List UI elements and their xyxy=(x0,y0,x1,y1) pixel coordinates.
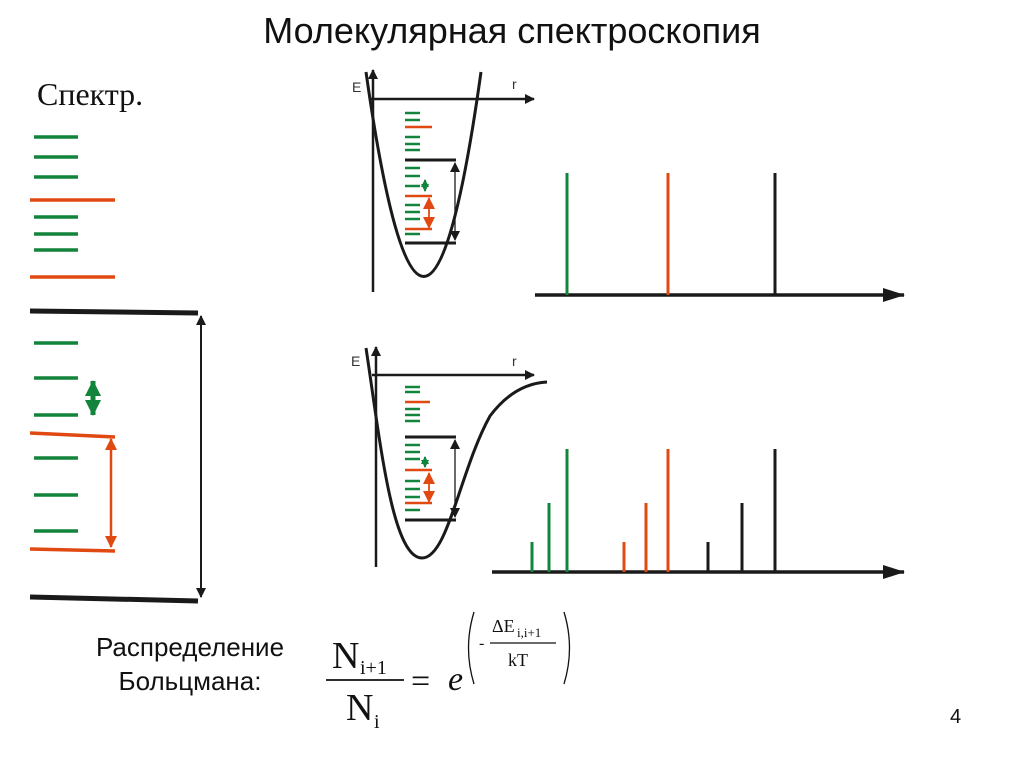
harmonic-potential-diagram: E r xyxy=(352,69,535,292)
vibrational-levels-lower xyxy=(29,431,116,553)
boltzmann-label: Распределение Больцмана: xyxy=(70,630,310,698)
exponent-minus: - xyxy=(479,635,484,652)
anharmonic-spectrum xyxy=(492,449,905,579)
axis-label-r: r xyxy=(512,76,517,92)
anharmonic-potential-diagram: E r xyxy=(351,346,548,567)
energy-level-ladder xyxy=(29,135,206,604)
axis-label-r: r xyxy=(512,353,517,369)
rotational-levels-lower xyxy=(34,341,78,533)
vibrational-levels-upper xyxy=(30,198,115,279)
boltzmann-formula: N i+1 N i = e - ΔE i,i+1 kT xyxy=(326,611,571,733)
boltzmann-label-line2: Больцмана: xyxy=(118,666,262,696)
formula-numerator-sub: i+1 xyxy=(360,657,387,679)
formula-numerator: N xyxy=(332,635,359,677)
exponent-delta-sub: i,i+1 xyxy=(517,625,541,640)
spectrum-label: Спектр. xyxy=(37,76,144,112)
axis-label-e: E xyxy=(351,353,360,369)
morse-potential-curve xyxy=(364,347,548,560)
formula-base: e xyxy=(448,661,463,698)
exponent-denominator: kT xyxy=(508,650,528,670)
exponent-left-paren xyxy=(467,611,475,685)
rotational-levels-upper xyxy=(34,135,78,252)
exponent-right-paren xyxy=(563,611,571,685)
page-number: 4 xyxy=(950,706,962,728)
harmonic-spectrum xyxy=(535,173,905,302)
axis-label-e: E xyxy=(352,79,361,95)
formula-denominator-sub: i xyxy=(374,711,380,733)
formula-equals: = xyxy=(411,663,430,700)
electronic-levels xyxy=(29,308,199,604)
formula-denominator: N xyxy=(346,687,373,729)
boltzmann-label-line1: Распределение xyxy=(95,632,285,662)
exponent-delta: ΔE xyxy=(492,616,515,636)
parabolic-potential-curve xyxy=(364,71,483,278)
slide-title: Молекулярная спектроскопия xyxy=(263,10,761,51)
